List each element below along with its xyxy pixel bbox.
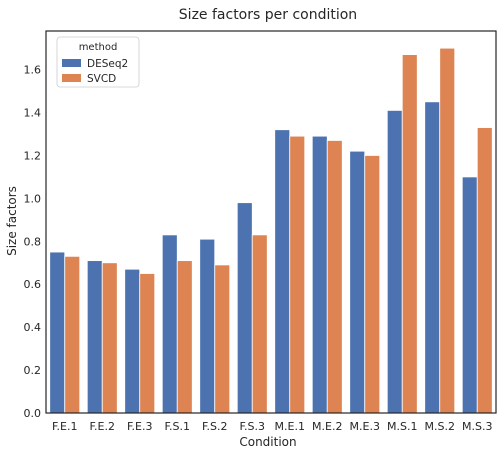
legend: method DESeq2 SVCD: [56, 36, 140, 88]
bar: [349, 150, 366, 414]
bar: [251, 234, 268, 414]
bar: [424, 101, 441, 414]
bar: [161, 234, 178, 414]
y-tick-label: 1.6: [24, 64, 42, 77]
x-tick-label: M.S.3: [462, 420, 492, 433]
bar: [326, 140, 343, 414]
plot-area: 0.0 0.2 0.4 0.6 0.8 1.0 1.2 1.4 1.6 F.E.1 F.E.2 F.E…: [24, 30, 497, 433]
legend-swatch: [62, 74, 81, 82]
bar: [401, 54, 418, 414]
y-tick-label: 0.8: [24, 235, 42, 248]
x-tick-label: F.E.3: [127, 420, 153, 433]
x-tick-label: M.S.1: [387, 420, 417, 433]
bar: [86, 260, 103, 414]
bar: [64, 255, 81, 414]
bar: [49, 251, 66, 414]
bar: [176, 260, 193, 414]
legend-title: method: [79, 42, 118, 53]
y-tick-label: 0.6: [24, 278, 42, 291]
legend-label: SVCD: [87, 73, 116, 85]
chart-title: Size factors per condition: [179, 7, 357, 23]
bar: [124, 268, 141, 414]
x-tick-label: M.E.1: [275, 420, 305, 433]
x-tick-label: F.S.3: [239, 420, 265, 433]
bar: [364, 155, 381, 414]
y-tick-label: 1.2: [24, 149, 42, 162]
x-tick-label: M.E.3: [350, 420, 380, 433]
plot-frame: [45, 30, 497, 414]
bar: [236, 202, 253, 414]
bar: [101, 262, 118, 414]
x-axis-label: Condition: [239, 435, 296, 449]
legend-swatch: [62, 59, 81, 67]
y-tick-label: 1.4: [24, 107, 42, 120]
bar: [311, 135, 328, 414]
x-tick-label: M.E.2: [312, 420, 342, 433]
x-tick-label: F.S.2: [202, 420, 228, 433]
bar: [476, 127, 493, 414]
x-tick-label: F.E.2: [89, 420, 115, 433]
bar: [439, 47, 456, 414]
bar: [289, 135, 306, 414]
x-tick-label: F.S.1: [164, 420, 190, 433]
legend-label: DESeq2: [87, 58, 128, 70]
x-tick-label: M.S.2: [425, 420, 455, 433]
bar: [214, 264, 231, 414]
y-tick-label: 0.4: [24, 321, 42, 334]
bar: [199, 238, 216, 414]
y-tick-label: 0.2: [24, 364, 42, 377]
y-tick-label: 0.0: [24, 407, 42, 420]
bar: [139, 273, 156, 414]
x-tick-label: F.E.1: [52, 420, 78, 433]
bar: [274, 129, 291, 414]
bar: [386, 110, 403, 414]
bar: [461, 176, 478, 414]
y-axis-label: Size factors: [5, 186, 19, 256]
y-tick-label: 1.0: [24, 192, 42, 205]
